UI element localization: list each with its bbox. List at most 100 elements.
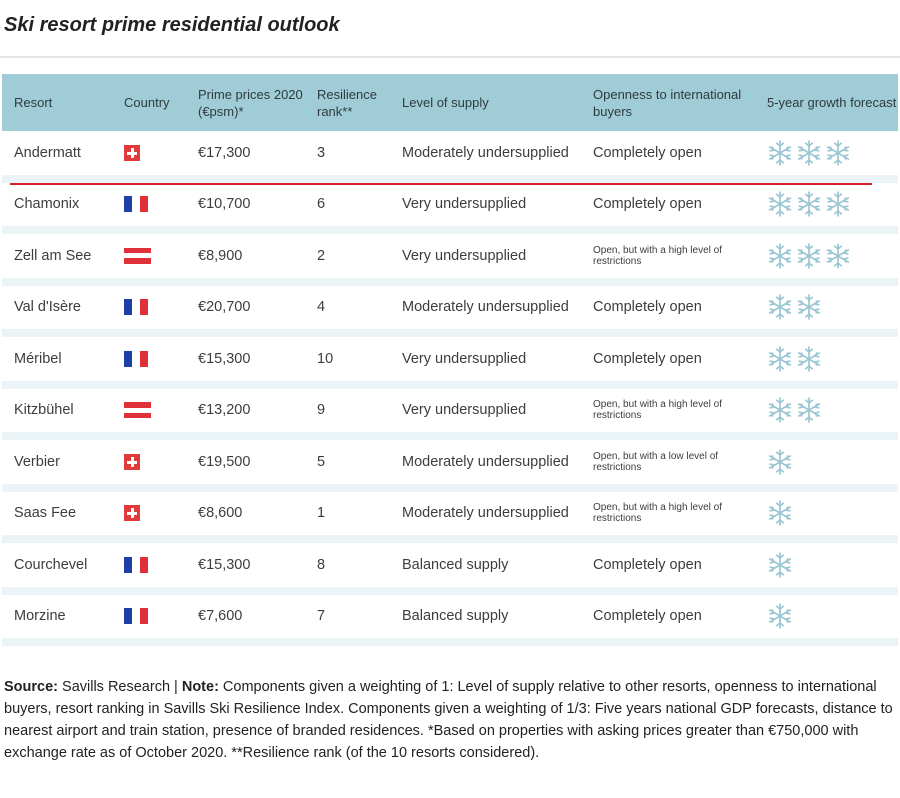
growth-snowflakes [767,397,898,424]
cell-country [112,350,186,367]
cell-resort: Morzine [14,608,66,625]
table-row: Courchevel €15,300 8 Balanced supply Complet… [2,543,898,595]
growth-snowflakes [767,448,898,475]
cell-openness: Completely open [593,350,702,367]
snowflake-icon [768,603,792,630]
cell-supply: Balanced supply [402,556,509,573]
swiss-flag-icon [124,453,140,470]
cell-price: €15,300 [198,556,251,573]
cell-growth [755,551,898,578]
cell-rank: 7 [317,608,326,625]
cell-resort: Andermatt [14,144,81,161]
snowflake-icon [797,294,821,321]
cell-supply: Moderately undersupplied [402,453,569,470]
austrian-flag-icon [124,247,151,264]
cell-openness: Open, but with a low level of restrictio… [593,450,719,473]
cell-rank: 2 [317,247,326,264]
cell-resort: Verbier [14,453,60,470]
cell-growth [755,448,898,475]
table-row: Méribel €15,300 10 Very undersupplied Comple… [2,337,898,389]
resort-table: Resort Country Prime prices 2020 (€psm)*… [2,74,898,646]
cell-rank: 10 [317,350,334,367]
cell-country [112,608,186,625]
table-body: Andermatt €17,300 3 Moderately undersupplie… [2,131,898,646]
header-resilience-rank: Resilience rank** [317,86,377,119]
table-row: Morzine €7,600 7 Balanced supply Completely … [2,594,898,646]
cell-price: €17,300 [198,144,251,161]
cell-supply: Very undersupplied [402,402,527,419]
snowflake-icon [768,294,792,321]
cell-rank: 5 [317,453,326,470]
cell-country [112,402,186,419]
cell-growth [755,242,898,269]
cell-price: €19,500 [198,453,251,470]
cell-rank: 4 [317,299,326,316]
table-row: Kitzbühel €13,200 9 Very undersupplied Open,… [2,388,898,440]
snowflake-icon [768,191,792,218]
title-divider [0,56,900,58]
cell-supply: Very undersupplied [402,350,527,367]
french-flag-icon [124,350,148,367]
cell-growth [755,603,898,630]
header-resort: Resort [14,95,53,110]
french-flag-icon [124,608,148,625]
source-text: Savills Research | [58,679,182,695]
cell-price: €15,300 [198,350,251,367]
cell-country [112,556,186,573]
snowflake-icon [768,448,792,475]
cell-country [112,299,186,316]
cell-country [112,144,186,161]
cell-price: €8,600 [198,505,243,522]
footnote: Source: Savills Research | Note: Compone… [4,676,896,764]
note-label: Note: [181,679,219,695]
cell-supply: Balanced supply [402,608,509,625]
snowflake-icon [797,397,821,424]
snowflake-icon [797,139,821,166]
cell-growth [755,294,898,321]
cell-supply: Moderately undersupplied [402,144,569,161]
cell-openness: Completely open [593,556,702,573]
cell-rank: 3 [317,144,326,161]
cell-growth [755,139,898,166]
snowflake-icon [768,242,792,269]
french-flag-icon [124,196,148,213]
header-country: Country [124,95,170,110]
swiss-flag-icon [124,144,140,161]
growth-snowflakes [767,139,898,166]
snowflake-icon [797,191,821,218]
cell-openness: Open, but with a high level of restricti… [593,244,722,267]
cell-country [112,453,186,470]
cell-rank: 6 [317,196,326,213]
cell-resort: Saas Fee [14,505,77,522]
snowflake-icon [826,139,850,166]
source-label: Source: [4,679,58,695]
cell-country [112,247,186,264]
growth-snowflakes [767,551,898,578]
cell-price: €10,700 [198,196,251,213]
cell-resort: Val d'Isère [14,299,81,316]
cell-price: €13,200 [198,402,251,419]
cell-supply: Very undersupplied [402,247,527,264]
chart-title: Ski resort prime residential outlook [4,14,340,36]
snowflake-icon [768,345,792,372]
cell-openness: Open, but with a high level of restricti… [593,399,722,422]
snowflake-icon [797,242,821,269]
table-row: Verbier €19,500 5 Moderately undersupplied O… [2,440,898,492]
table-row: Saas Fee €8,600 1 Moderately undersupplied O… [2,491,898,543]
cell-openness: Open, but with a high level of restricti… [593,502,722,525]
table-header: Resort Country Prime prices 2020 (€psm)*… [2,74,898,131]
highlight-underline [10,183,872,185]
cell-openness: Completely open [593,196,702,213]
growth-snowflakes [767,191,898,218]
header-prime-prices: Prime prices 2020 (€psm)* [198,86,303,119]
growth-snowflakes [767,242,898,269]
cell-price: €8,900 [198,247,243,264]
cell-resort: Courchevel [14,556,88,573]
cell-resort: Chamonix [14,196,80,213]
cell-growth [755,345,898,372]
cell-country [112,196,186,213]
table-row: Zell am See €8,900 2 Very undersupplied Open… [2,234,898,286]
cell-growth [755,397,898,424]
growth-snowflakes [767,345,898,372]
cell-rank: 9 [317,402,326,419]
